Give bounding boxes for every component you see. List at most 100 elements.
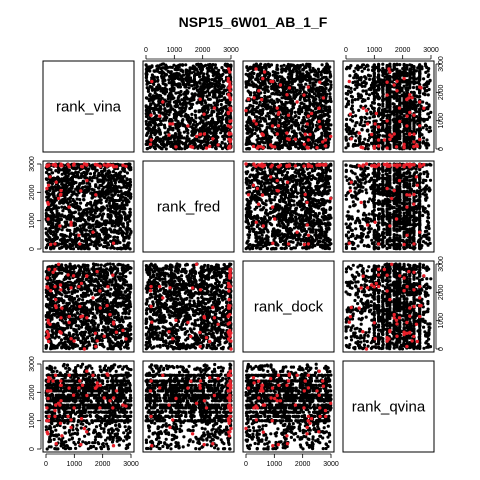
data-point: [344, 135, 348, 139]
highlight-point: [412, 140, 416, 144]
data-point: [302, 118, 307, 122]
data-point: [215, 89, 219, 94]
data-point: [426, 74, 430, 79]
scatter-panel: [342, 60, 435, 153]
data-point: [327, 105, 332, 109]
highlight-point: [208, 144, 212, 149]
data-point: [267, 114, 271, 119]
data-point: [314, 80, 318, 84]
data-point: [215, 70, 219, 74]
data-point: [412, 71, 416, 75]
data-point: [372, 140, 376, 144]
data-point: [255, 101, 259, 105]
data-point: [427, 115, 431, 119]
data-point: [144, 119, 148, 124]
highlight-point: [262, 70, 267, 74]
data-point: [177, 63, 181, 68]
data-point: [250, 132, 254, 136]
data-point: [161, 139, 165, 144]
data-point: [378, 141, 382, 145]
data-point: [90, 204, 94, 208]
data-point: [181, 69, 185, 73]
data-point: [257, 126, 261, 131]
data-point: [110, 244, 114, 248]
data-point: [205, 114, 209, 119]
data-point: [157, 83, 161, 87]
highlight-point: [285, 93, 289, 97]
highlight-point: [376, 138, 381, 142]
data-point: [268, 72, 272, 76]
data-point: [144, 108, 149, 112]
data-point: [312, 101, 316, 105]
data-point: [345, 117, 349, 121]
data-point: [381, 115, 385, 119]
data-point: [198, 109, 202, 113]
data-point: [325, 92, 329, 96]
data-point: [148, 104, 152, 109]
data-point: [211, 89, 215, 93]
highlight-point: [387, 67, 391, 71]
highlight-point: [392, 132, 396, 136]
data-point: [398, 140, 402, 144]
data-point: [354, 114, 358, 118]
data-point: [263, 94, 267, 98]
highlight-point: [405, 114, 409, 118]
data-point: [173, 67, 177, 71]
data-point: [427, 87, 431, 92]
highlight-point: [295, 100, 299, 104]
data-point: [224, 88, 228, 92]
data-point: [363, 84, 367, 88]
data-point: [317, 92, 321, 96]
data-point: [416, 103, 420, 107]
data-point: [276, 89, 280, 93]
data-point: [257, 68, 261, 72]
highlight-point: [276, 124, 281, 128]
data-point: [323, 112, 327, 116]
data-point: [356, 80, 360, 85]
data-point: [175, 126, 180, 130]
data-point: [148, 85, 152, 89]
data-point: [282, 80, 286, 85]
data-point: [329, 99, 333, 104]
data-point: [299, 107, 303, 111]
data-point: [187, 69, 191, 73]
data-point: [220, 146, 225, 151]
data-point: [398, 63, 402, 67]
data-point: [213, 92, 217, 96]
highlight-point: [408, 110, 412, 115]
highlight-point: [293, 137, 298, 141]
data-point: [418, 66, 422, 70]
data-point: [190, 98, 194, 102]
data-point: [160, 89, 164, 93]
data-point: [258, 81, 262, 85]
data-point: [245, 147, 249, 151]
data-point: [411, 85, 416, 90]
highlight-point: [174, 145, 178, 149]
data-point: [422, 136, 426, 140]
data-point: [392, 113, 396, 117]
data-point: [218, 115, 222, 119]
data-point: [388, 109, 392, 113]
data-point: [314, 111, 318, 115]
data-point: [372, 128, 376, 132]
data-point: [424, 124, 429, 128]
data-point: [273, 101, 277, 105]
highlight-point: [228, 89, 232, 93]
data-point: [174, 135, 178, 139]
data-point: [311, 95, 315, 99]
data-point: [377, 63, 381, 67]
data-point: [177, 143, 181, 147]
data-point: [218, 93, 222, 97]
data-point: [349, 86, 353, 90]
data-point: [408, 71, 412, 75]
data-point: [253, 115, 258, 119]
data-point: [153, 91, 157, 95]
data-point: [280, 96, 284, 100]
highlight-point: [395, 89, 399, 93]
data-point: [180, 98, 184, 102]
data-point: [302, 90, 306, 94]
data-point: [357, 136, 361, 140]
data-point: [174, 91, 178, 95]
data-point: [190, 133, 194, 137]
data-point: [314, 127, 318, 131]
